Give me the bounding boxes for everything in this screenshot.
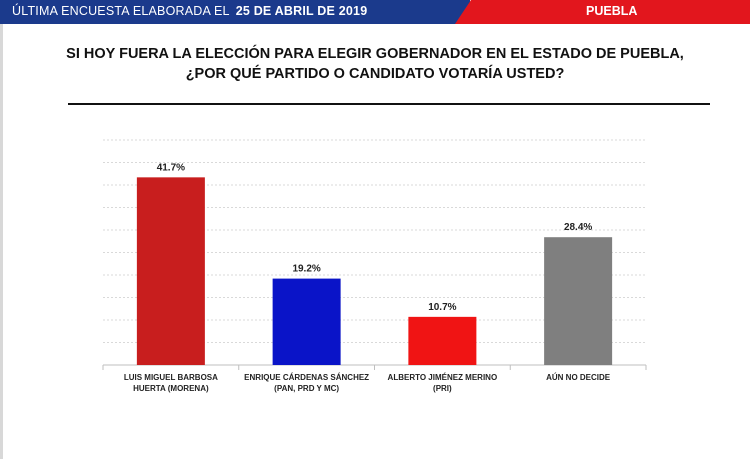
- header-blue-band: [0, 0, 470, 24]
- header-red-band: [455, 0, 750, 24]
- question-line-2: ¿POR QUÉ PARTIDO O CANDIDATO VOTARÍA UST…: [185, 66, 565, 82]
- header-bar: ÚLTIMA ENCUESTA ELABORADA EL 25 DE ABRIL …: [0, 0, 750, 24]
- category-label: (PRI): [433, 384, 452, 393]
- survey-question: SI HOY FUERA LA ELECCIÓN PARA ELEGIR GOB…: [40, 44, 710, 84]
- survey-date-text: ÚLTIMA ENCUESTA ELABORADA EL 25 DE ABRIL …: [12, 4, 367, 18]
- title-divider: [68, 103, 710, 105]
- bar: [544, 237, 613, 365]
- data-label: 28.4%: [564, 222, 592, 233]
- survey-date: 25 DE ABRIL DE 2019: [235, 4, 368, 18]
- question-line-1: SI HOY FUERA LA ELECCIÓN PARA ELEGIR GOB…: [66, 46, 684, 62]
- page-edge: [0, 24, 3, 459]
- category-label: (PAN, PRD Y MC): [274, 384, 339, 393]
- data-label: 10.7%: [428, 302, 456, 313]
- category-label: ALBERTO JIMÉNEZ MERINO: [388, 373, 498, 382]
- survey-label: ÚLTIMA ENCUESTA ELABORADA EL: [12, 4, 230, 18]
- data-label: 19.2%: [292, 264, 320, 275]
- bar: [272, 278, 341, 365]
- data-label: 41.7%: [157, 162, 185, 173]
- category-label: ENRIQUE CÁRDENAS SÁNCHEZ: [244, 373, 369, 382]
- category-label: HUERTA (MORENA): [133, 384, 209, 393]
- category-label: LUIS MIGUEL BARBOSA: [124, 373, 218, 382]
- state-name: PUEBLA: [586, 4, 638, 18]
- bar: [136, 177, 205, 365]
- category-label: AÚN NO DECIDE: [546, 373, 611, 382]
- bar: [408, 316, 477, 365]
